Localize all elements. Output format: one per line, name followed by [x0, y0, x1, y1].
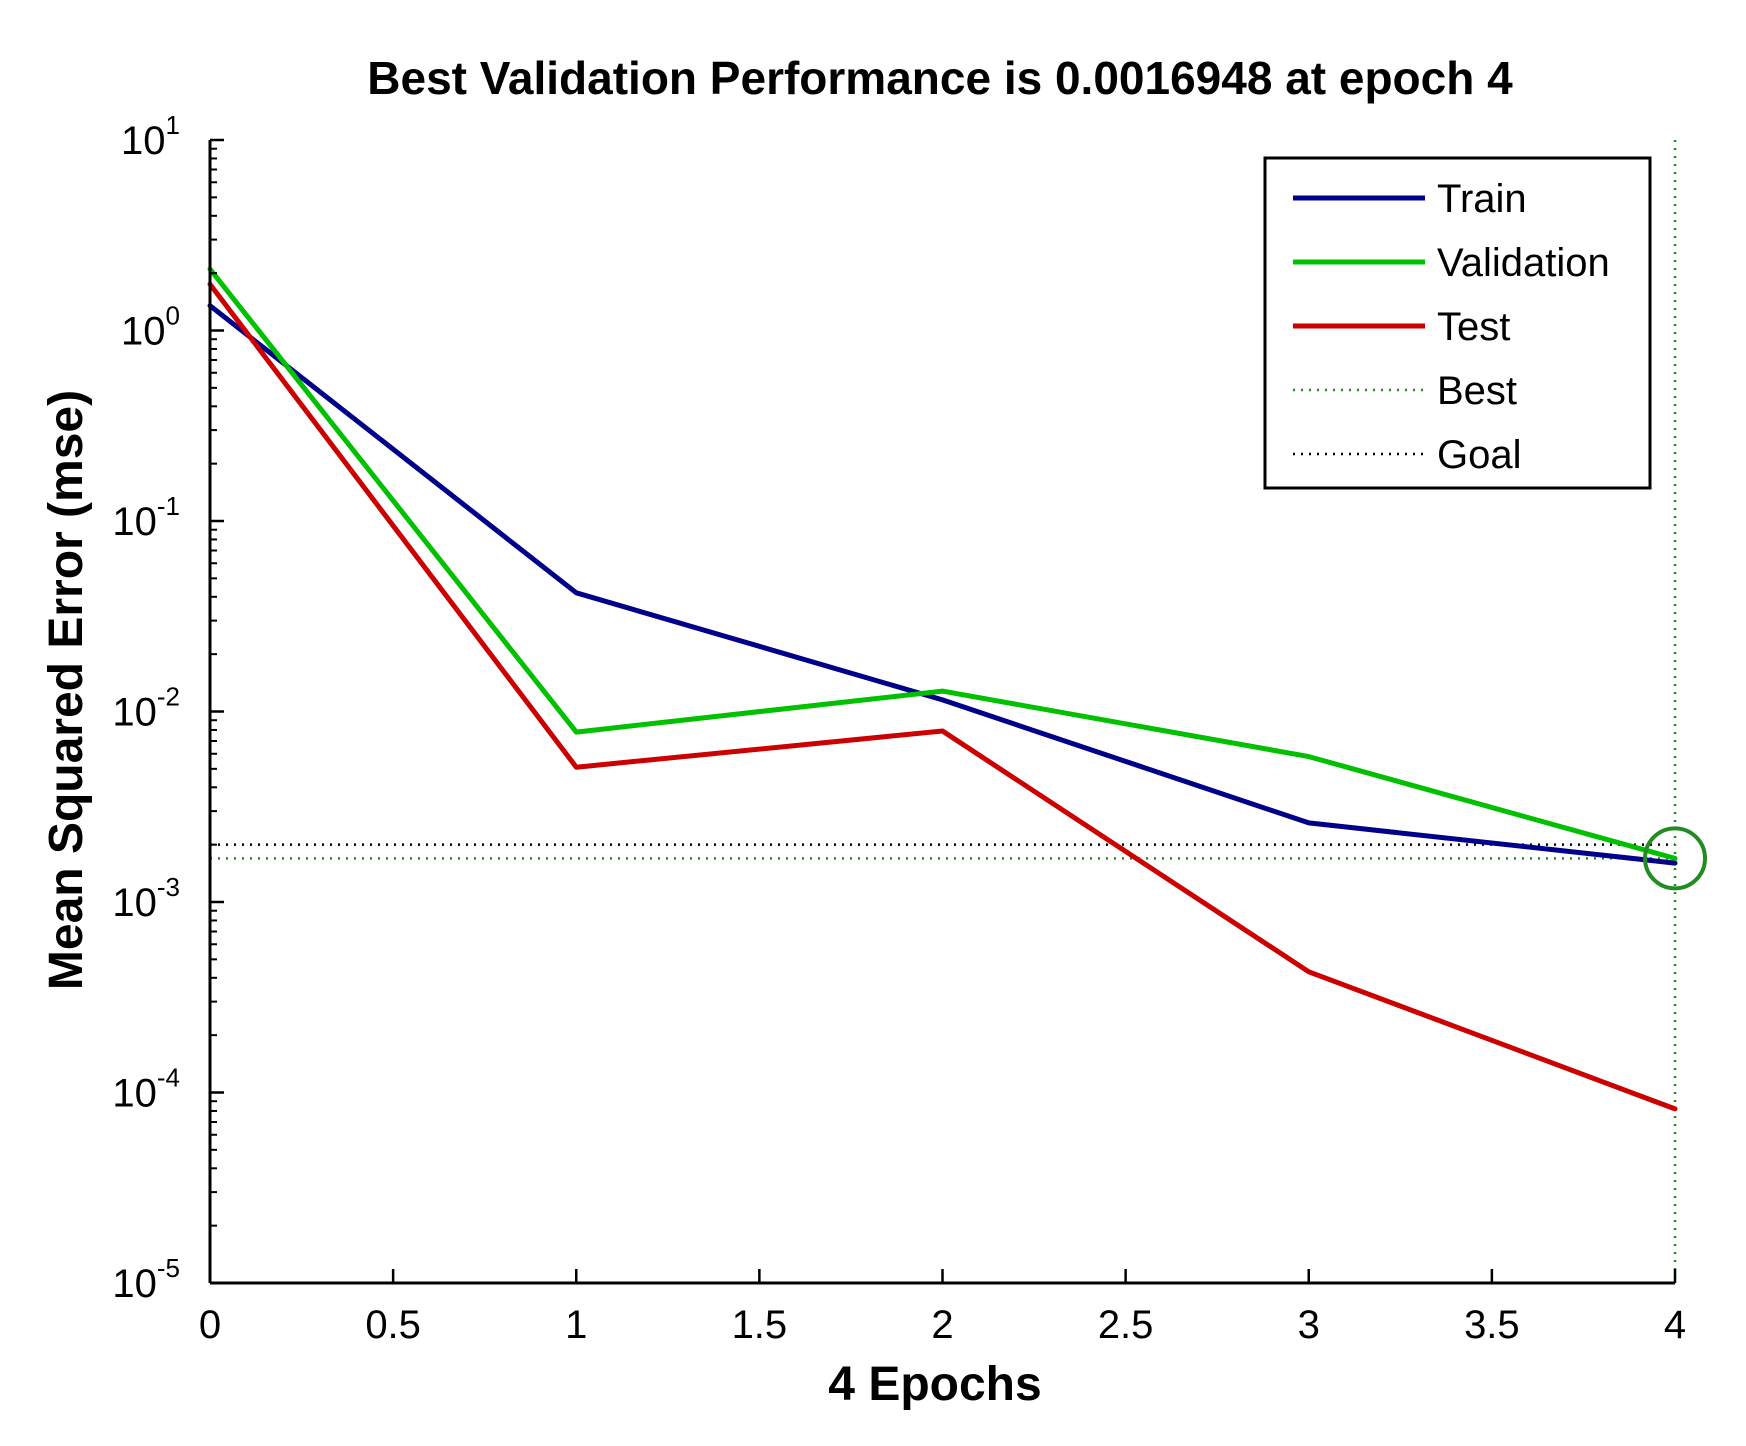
x-tick-label: 3 — [1298, 1303, 1320, 1347]
series-line-train — [207, 303, 1678, 866]
best-point-marker — [1643, 826, 1707, 891]
legend-box — [1263, 156, 1652, 490]
legend: Train Validation Test Best Goal — [1263, 156, 1652, 490]
legend-label-goal: Goal — [1437, 433, 1522, 477]
x-tick-label: 3.5 — [1464, 1303, 1520, 1347]
x-tick-label: 0 — [199, 1303, 221, 1347]
legend-label-validation: Validation — [1437, 241, 1610, 285]
chart-title: Best Validation Performance is 0.0016948… — [367, 52, 1513, 104]
x-tick-label: 2.5 — [1098, 1303, 1154, 1347]
y-tick-label: 10-5 — [112, 1253, 180, 1306]
y-tick-label: 10-4 — [112, 1063, 180, 1116]
x-tick-label: 2 — [931, 1303, 953, 1347]
series-lines — [207, 266, 1678, 1112]
tick-labels: 0 0.5 1 1.5 2 2.5 3 3.5 4 10-5 10-4 10-3 10-2 10-1 100… — [112, 110, 1686, 1347]
x-tick-label: 1 — [565, 1303, 587, 1347]
x-tick-label: 4 — [1664, 1303, 1686, 1347]
x-axis-label: 4 Epochs — [828, 1358, 1041, 1411]
series-line-test — [207, 281, 1678, 1112]
y-tick-label: 10-3 — [112, 872, 180, 925]
axes — [208, 138, 1677, 1285]
y-tick-label: 101 — [121, 110, 180, 163]
y-tick-label: 100 — [121, 301, 180, 354]
markers — [1643, 826, 1707, 891]
y-axis-label: Mean Squared Error (mse) — [40, 390, 93, 990]
x-tick-label: 0.5 — [365, 1303, 421, 1347]
legend-label-test: Test — [1437, 305, 1510, 349]
reference-lines — [210, 140, 1677, 1283]
legend-label-train: Train — [1437, 177, 1527, 221]
legend-label-best: Best — [1437, 369, 1517, 413]
x-tick-label: 1.5 — [732, 1303, 788, 1347]
y-tick-label: 10-1 — [112, 491, 180, 544]
series-line-validation — [207, 266, 1678, 861]
y-tick-label: 10-2 — [112, 682, 180, 735]
